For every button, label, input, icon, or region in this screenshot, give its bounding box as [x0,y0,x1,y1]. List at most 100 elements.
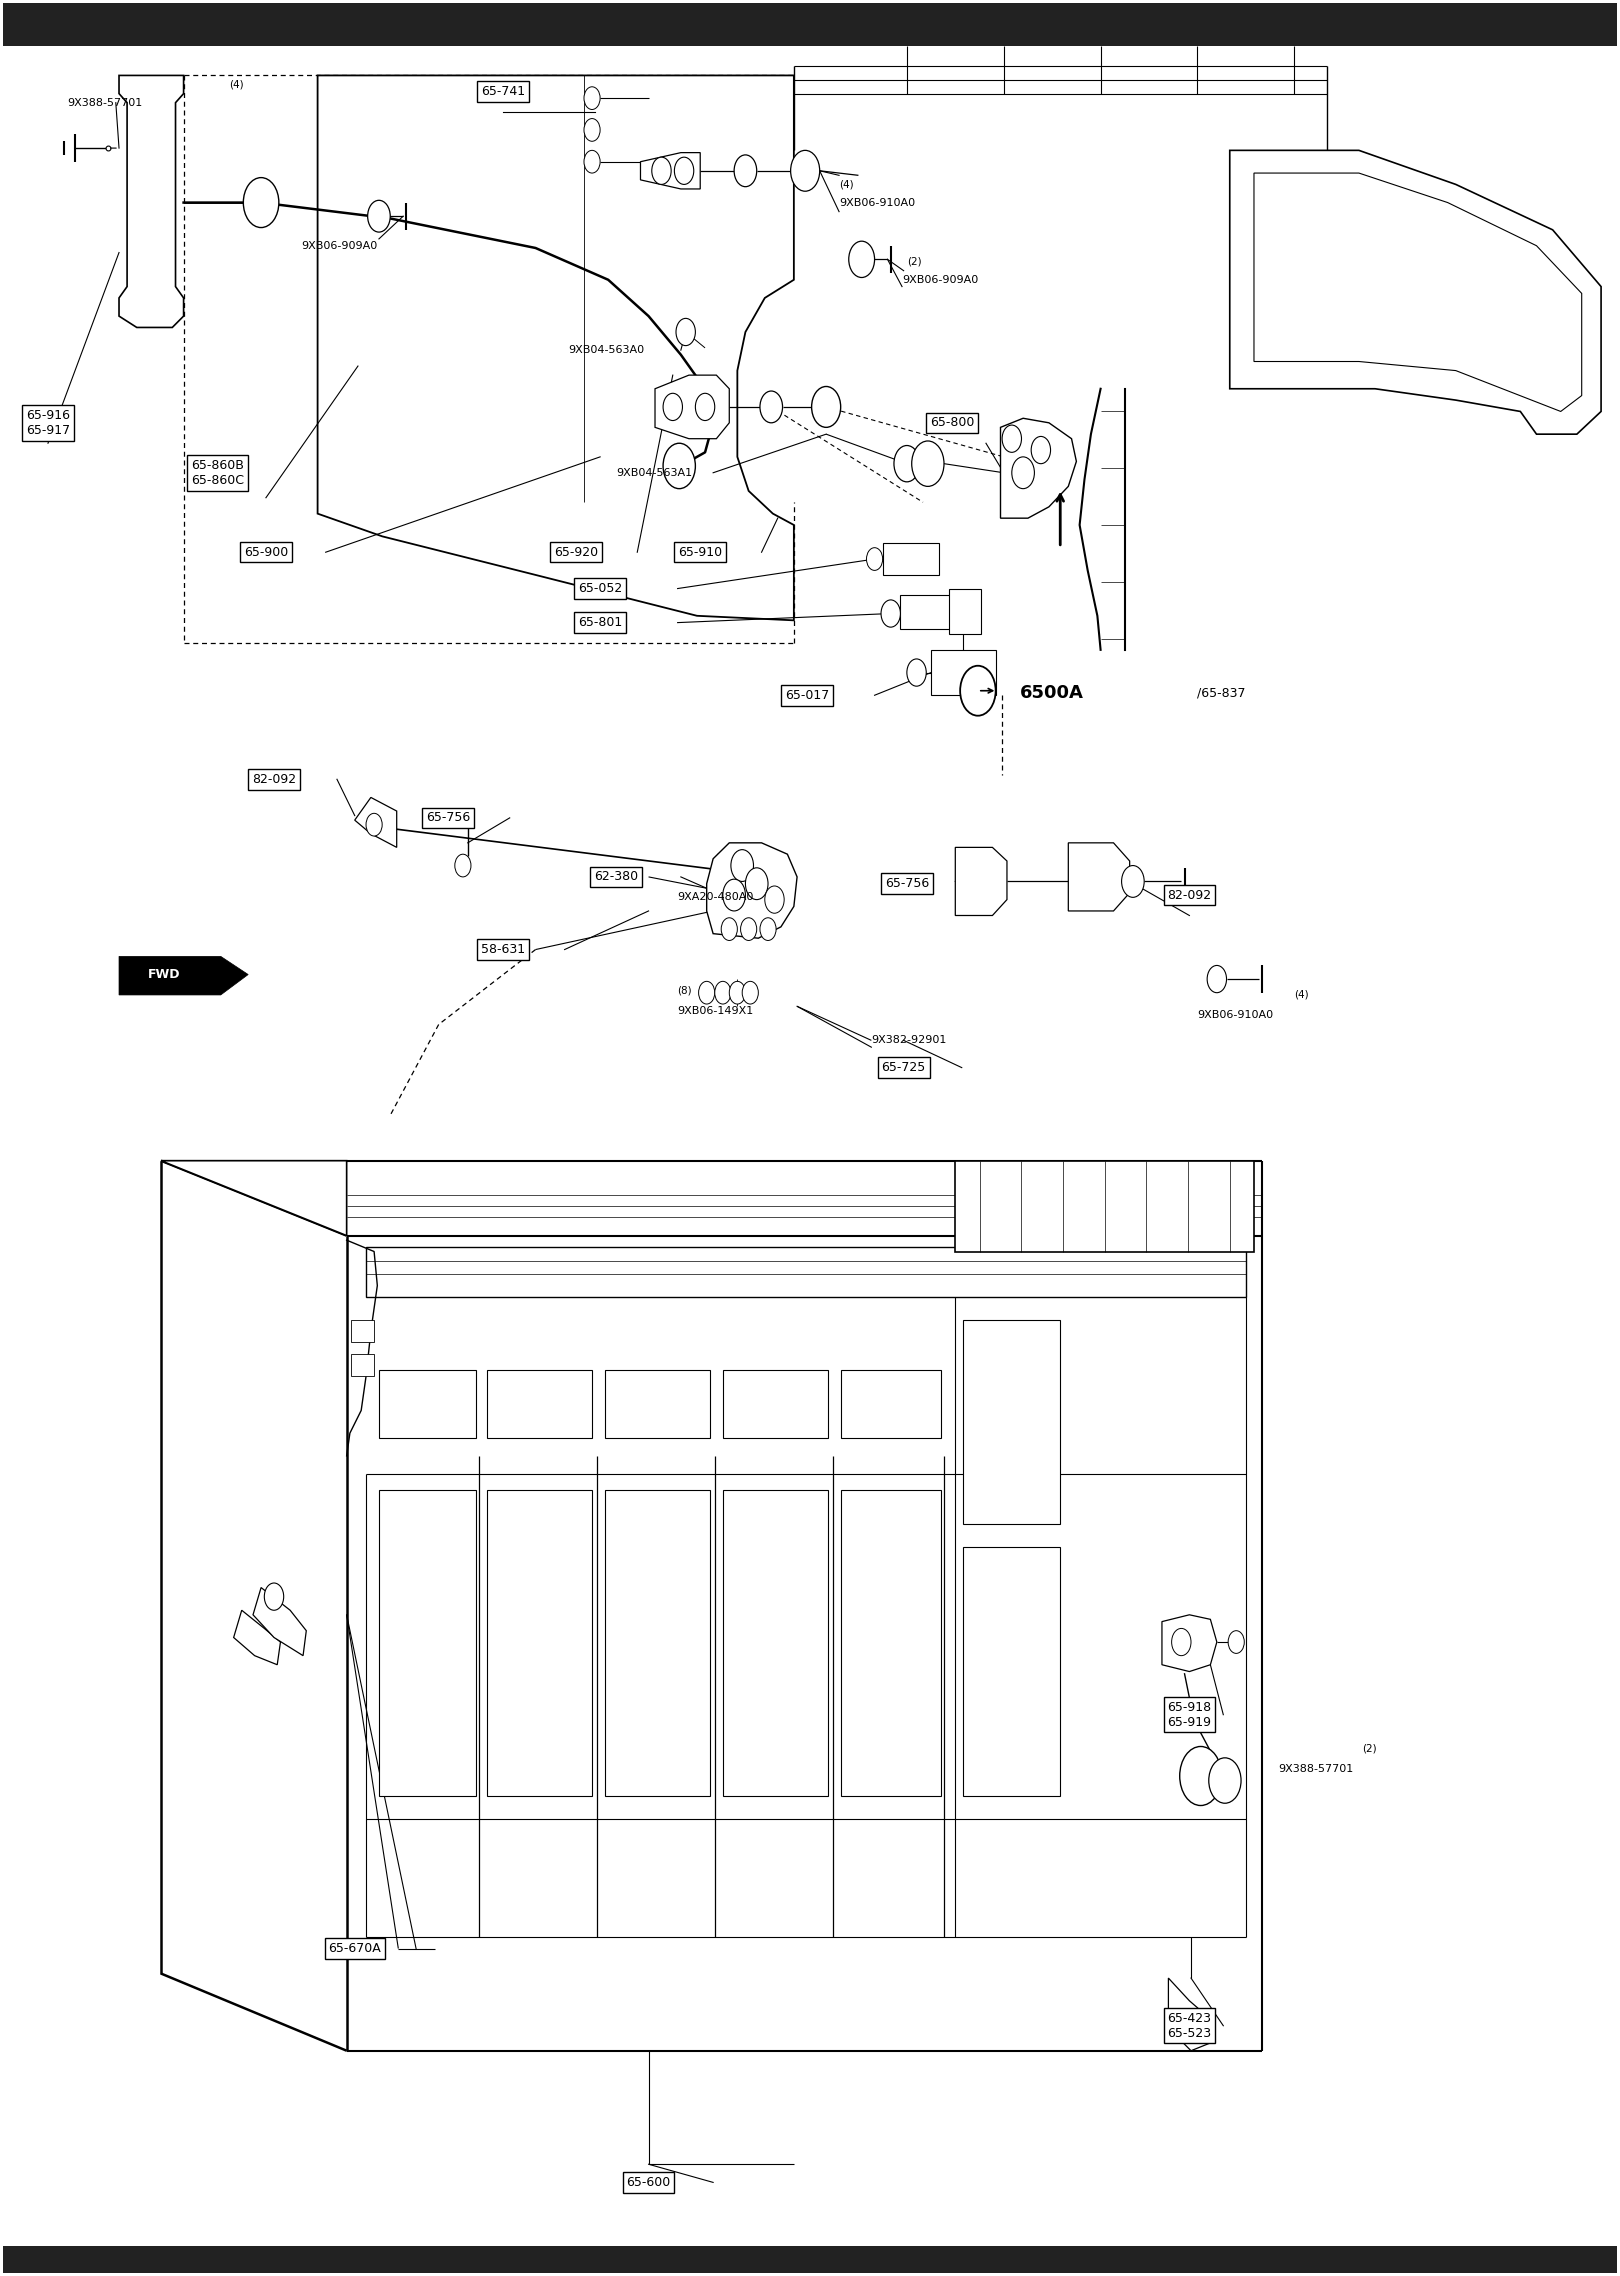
Text: 65-918
65-919: 65-918 65-919 [1168,1700,1212,1730]
Circle shape [760,917,776,940]
Circle shape [1209,1757,1241,1803]
Bar [964,1548,1059,1796]
Polygon shape [253,1589,306,1655]
Bar [901,596,962,630]
Bar [723,1491,828,1796]
Circle shape [881,601,901,628]
Circle shape [663,444,695,489]
Text: 9X382-92901: 9X382-92901 [872,1036,946,1045]
Bar [366,1247,1246,1297]
Polygon shape [718,847,748,874]
Bar [3,2,1617,46]
Circle shape [1171,1627,1191,1655]
Bar [352,1354,374,1377]
Text: 9XB06-149X1: 9XB06-149X1 [677,1006,753,1015]
Bar [841,1491,941,1796]
Circle shape [791,150,820,191]
Polygon shape [956,847,1008,915]
Text: 65-800: 65-800 [930,417,974,430]
Circle shape [1121,865,1144,897]
Text: 65-860B
65-860C: 65-860B 65-860C [191,460,245,487]
Text: 9XB04-563A0: 9XB04-563A0 [569,346,645,355]
Text: (8): (8) [677,986,692,995]
Circle shape [734,155,757,187]
Polygon shape [1230,150,1601,435]
Circle shape [663,394,682,421]
Text: 65-756: 65-756 [885,876,928,890]
Circle shape [1207,965,1226,992]
Text: 9XA20-480A0: 9XA20-480A0 [677,892,753,901]
Polygon shape [318,75,794,621]
Text: (2): (2) [1362,1743,1377,1755]
Text: 9X388-57701: 9X388-57701 [68,98,143,107]
Polygon shape [1068,842,1129,910]
Bar [604,1370,710,1438]
Polygon shape [640,152,700,189]
Bar [931,651,996,694]
Circle shape [1228,1630,1244,1652]
Circle shape [765,885,784,913]
Polygon shape [355,797,397,847]
Circle shape [907,660,927,685]
Circle shape [698,981,714,1004]
Text: /65-837: /65-837 [1197,687,1246,699]
Circle shape [264,1584,284,1609]
Circle shape [1179,1746,1221,1805]
Circle shape [894,446,920,483]
Circle shape [695,394,714,421]
Bar [352,1320,374,1343]
Circle shape [729,981,745,1004]
Bar [3,2246,1617,2274]
Text: 9X388-57701: 9X388-57701 [1278,1764,1353,1775]
Circle shape [740,917,757,940]
Text: (4): (4) [228,80,243,89]
Circle shape [1003,426,1022,453]
Text: 65-801: 65-801 [578,617,622,628]
Circle shape [714,981,731,1004]
Text: 65-423
65-523: 65-423 65-523 [1168,2012,1212,2039]
Bar [841,1370,941,1438]
Text: 65-756: 65-756 [426,810,470,824]
Text: 58-631: 58-631 [481,942,525,956]
Circle shape [961,667,996,715]
Text: 65-741: 65-741 [481,84,525,98]
Text: 82-092: 82-092 [253,774,296,785]
Polygon shape [1001,419,1076,519]
Polygon shape [1254,173,1581,412]
Bar [488,1491,591,1796]
Circle shape [721,917,737,940]
Bar [604,1491,710,1796]
Polygon shape [118,956,248,995]
Circle shape [723,879,745,910]
Circle shape [731,849,753,881]
Text: 9XB06-910A0: 9XB06-910A0 [1197,1011,1273,1020]
Bar [964,1320,1059,1525]
Bar [723,1370,828,1438]
Bar [956,1161,1254,1252]
Text: 82-092: 82-092 [1168,888,1212,901]
Polygon shape [1162,1614,1217,1671]
Circle shape [583,86,599,109]
Polygon shape [706,842,797,938]
Text: 62-380: 62-380 [595,869,638,883]
Circle shape [583,150,599,173]
Circle shape [849,241,875,278]
Circle shape [368,200,390,232]
Bar [379,1491,476,1796]
Text: 65-670A: 65-670A [329,1941,381,1955]
Text: 65-052: 65-052 [578,583,622,594]
Text: (4): (4) [1294,990,1309,999]
Circle shape [455,854,471,876]
Text: 65-920: 65-920 [554,546,598,558]
Text: 6500A: 6500A [1021,685,1084,701]
Circle shape [243,178,279,228]
Text: (4): (4) [839,180,854,189]
Bar [488,1370,591,1438]
Text: 65-725: 65-725 [881,1061,925,1074]
Text: 65-600: 65-600 [627,2176,671,2190]
Text: 65-900: 65-900 [243,546,288,558]
Circle shape [742,981,758,1004]
Text: 9XB06-909A0: 9XB06-909A0 [301,241,377,250]
Text: 9XB04-563A1: 9XB04-563A1 [616,469,692,478]
Text: 9XB06-910A0: 9XB06-910A0 [839,198,915,207]
